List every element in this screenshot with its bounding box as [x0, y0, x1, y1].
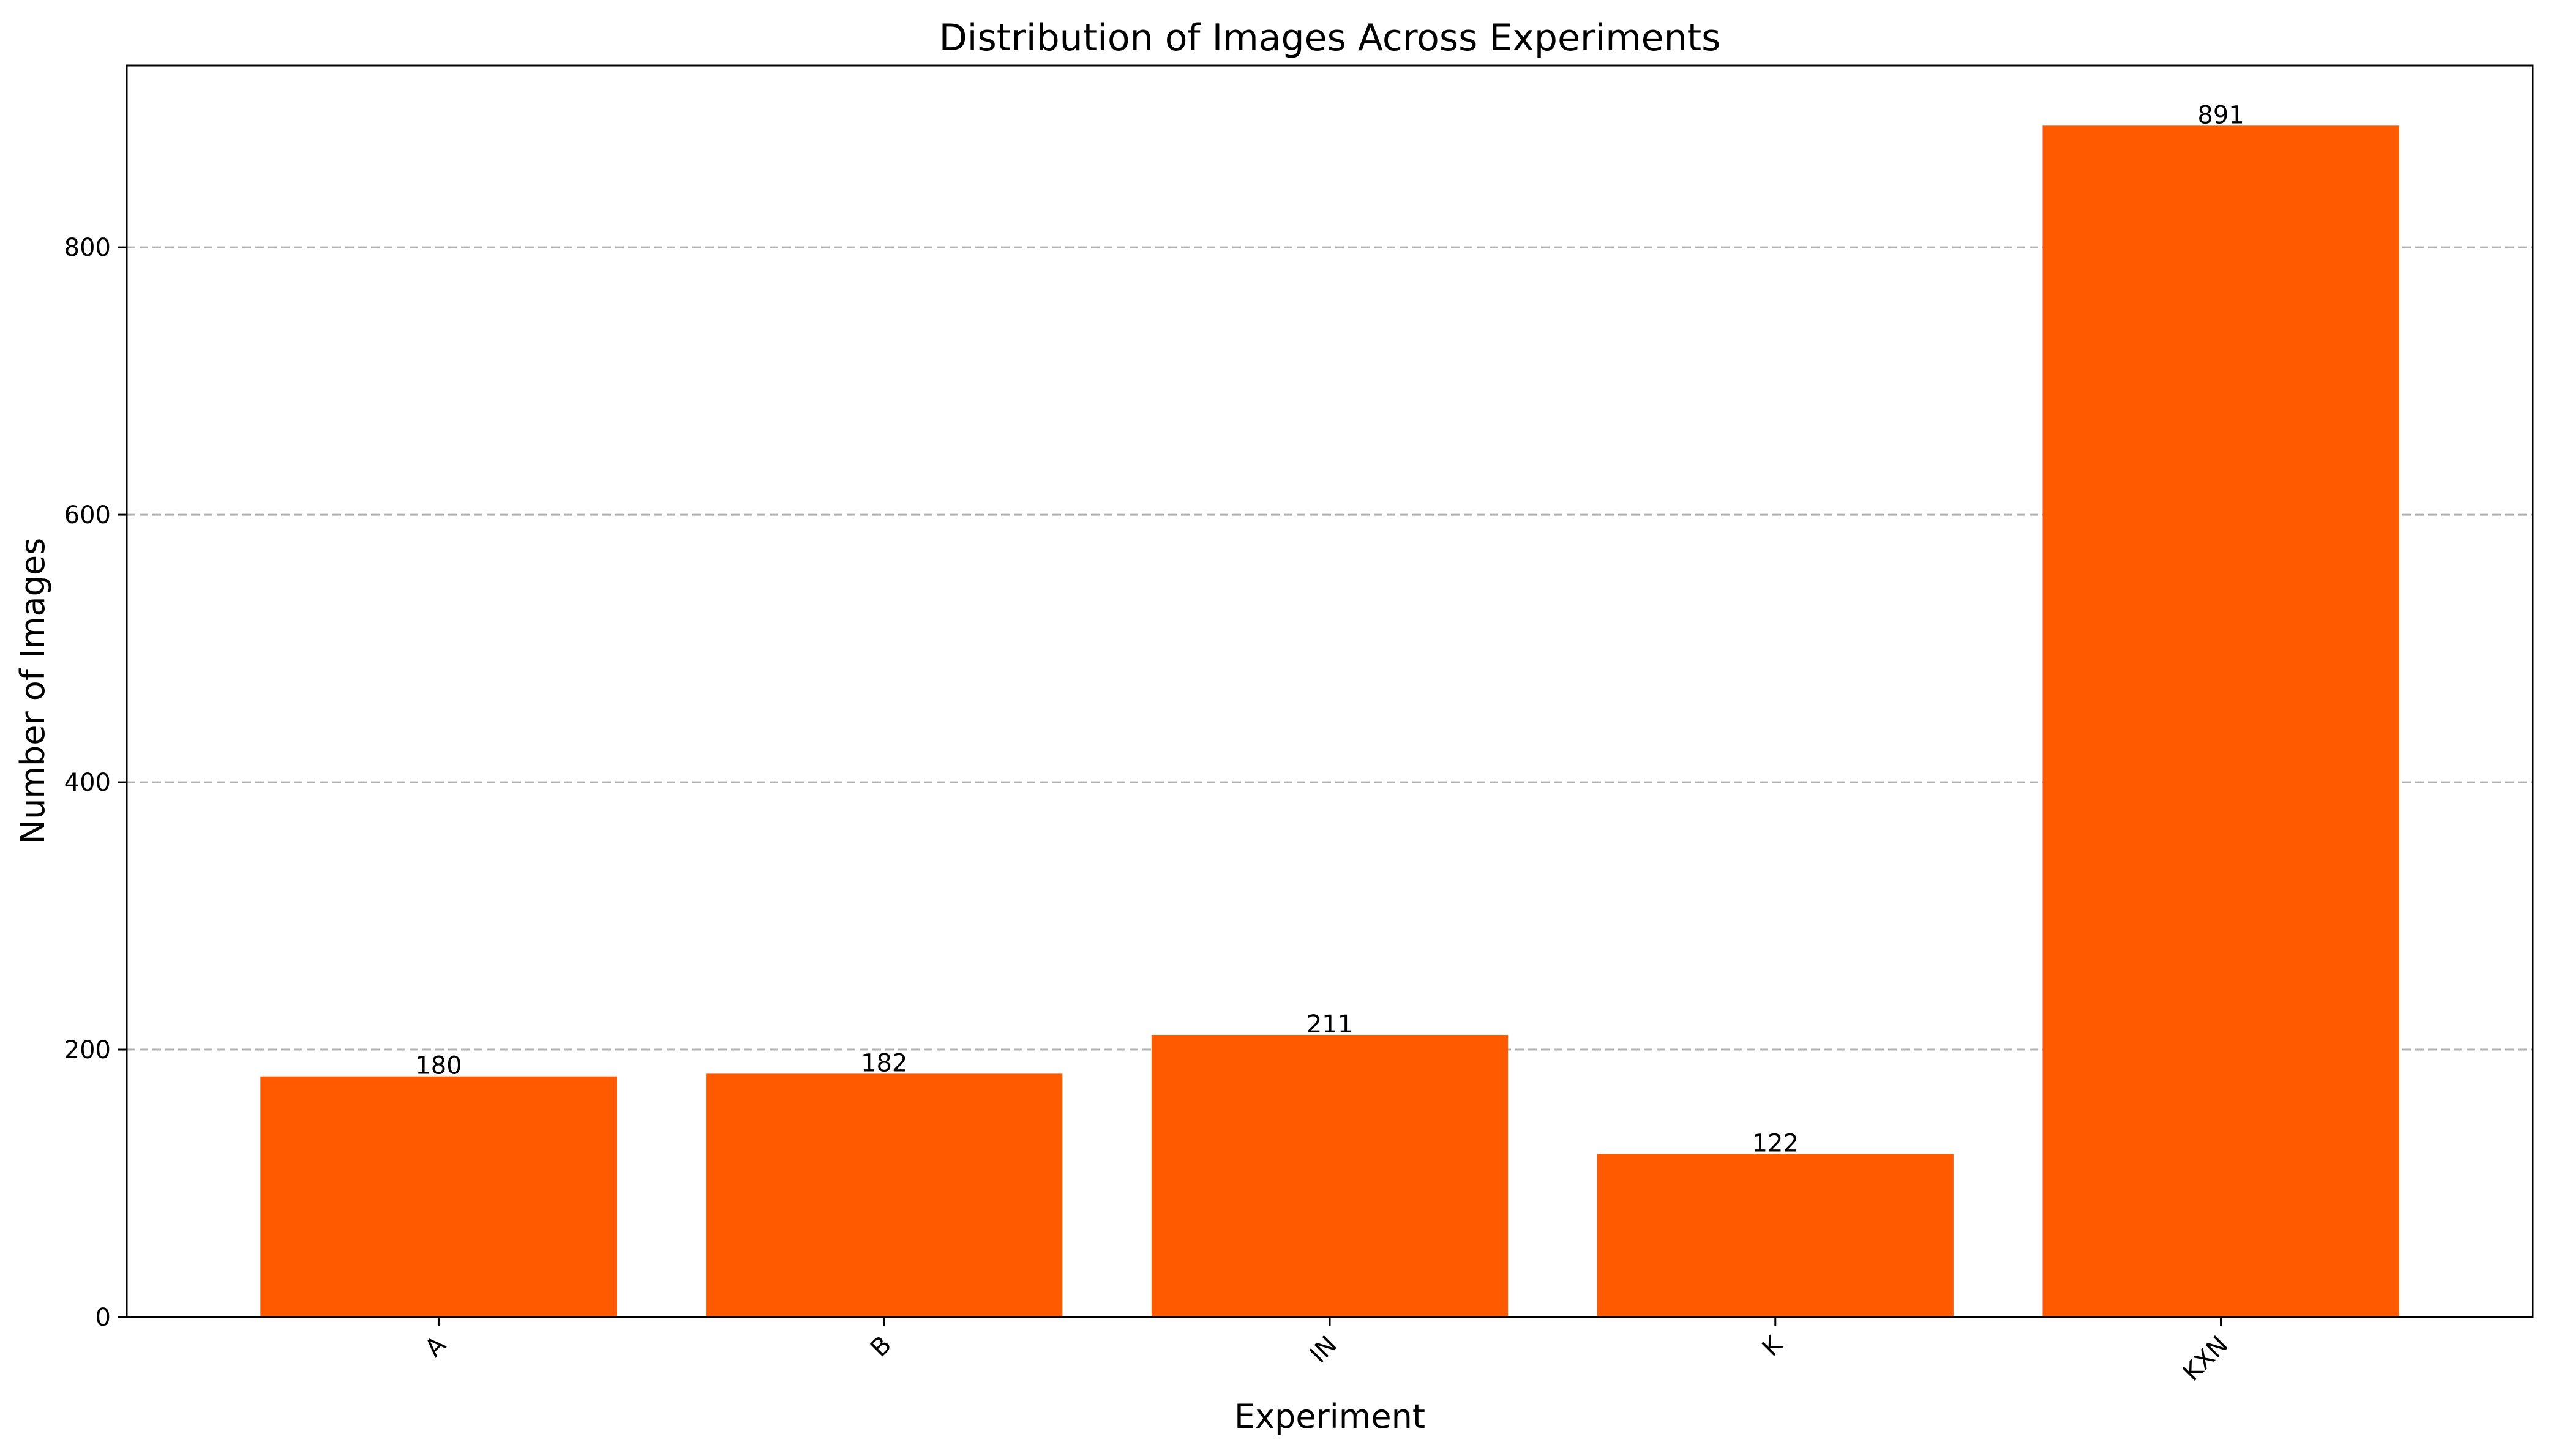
bar-value-label: 211 — [1306, 1010, 1353, 1039]
data-label-layer: 180 182 211 122 891 — [415, 101, 2244, 1157]
bar-value-label: 122 — [1752, 1129, 1799, 1157]
y-axis: 0 200 400 600 800 — [64, 234, 127, 1332]
bar-in — [1151, 1035, 1509, 1317]
x-tick-label: A — [419, 1331, 451, 1362]
x-axis-label: Experiment — [1234, 1397, 1425, 1436]
bar-b — [706, 1073, 1063, 1317]
x-axis: A B IN K KXN — [419, 1317, 2233, 1387]
x-tick-label: KXN — [2178, 1331, 2234, 1387]
bar-value-label: 891 — [2197, 101, 2244, 129]
y-axis-label: Number of Images — [13, 538, 52, 845]
x-tick-label: K — [1757, 1330, 1789, 1362]
bar-value-label: 180 — [415, 1052, 462, 1080]
bar-k — [1597, 1154, 1954, 1317]
bar-kxn — [2042, 125, 2399, 1318]
x-tick-label: IN — [1305, 1331, 1343, 1368]
bar-layer — [260, 125, 2399, 1318]
x-tick-label: B — [865, 1331, 897, 1362]
y-tick-label: 200 — [64, 1036, 111, 1064]
y-tick-label: 800 — [64, 234, 111, 262]
y-tick-label: 600 — [64, 501, 111, 529]
chart-title: Distribution of Images Across Experiment… — [939, 17, 1721, 59]
y-tick-label: 0 — [96, 1304, 111, 1332]
bar-value-label: 182 — [861, 1049, 907, 1077]
bar-a — [260, 1076, 617, 1317]
y-tick-label: 400 — [64, 769, 111, 797]
